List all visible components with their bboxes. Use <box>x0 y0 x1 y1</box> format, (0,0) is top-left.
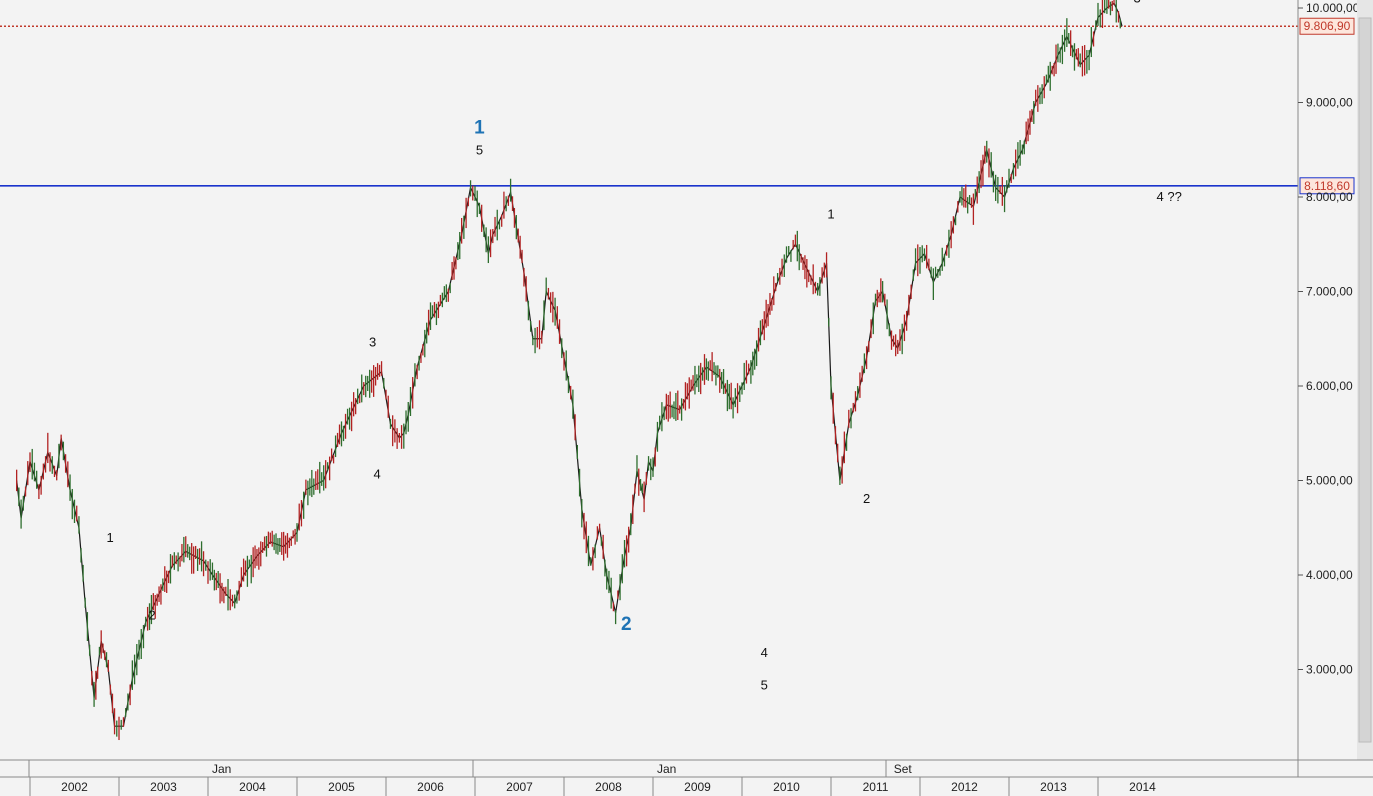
wave-label: 5 <box>476 142 483 157</box>
year-label: 2007 <box>506 780 533 794</box>
wave-label: 1 <box>827 207 834 222</box>
scrollbar-thumb[interactable] <box>1358 17 1372 743</box>
level-price-box <box>1299 17 1355 35</box>
year-label: 2011 <box>863 780 889 794</box>
year-label: 2003 <box>150 780 177 794</box>
time-axis <box>0 760 1373 796</box>
major-wave-label: 2 <box>621 614 632 635</box>
y-tick-label: 10.000,00 <box>1306 1 1360 15</box>
month-marker-label: Jan <box>212 762 231 776</box>
year-label: 2005 <box>328 780 355 794</box>
y-tick-label: 4.000,00 <box>1306 568 1353 582</box>
y-tick-label: 3.000,00 <box>1306 663 1353 677</box>
level-price-box <box>1299 177 1355 195</box>
wave-label: 4 <box>373 467 380 482</box>
month-marker-label: Set <box>894 762 913 776</box>
year-label: 2008 <box>595 780 622 794</box>
month-marker-label: Jan <box>657 762 676 776</box>
wave-label: 3 <box>369 334 376 349</box>
year-label: 2012 <box>951 780 978 794</box>
wave-label: 2 <box>148 607 155 622</box>
year-label: 2010 <box>773 780 800 794</box>
year-label: 2013 <box>1040 780 1067 794</box>
year-label: 2009 <box>684 780 711 794</box>
wave-label: 4 ?? <box>1157 189 1182 204</box>
y-tick-label: 5.000,00 <box>1306 474 1353 488</box>
year-label: 2002 <box>61 780 88 794</box>
wave-label: 2 <box>863 491 870 506</box>
level-price-label: 9.806,90 <box>1304 19 1351 33</box>
wave-label: 1 <box>106 530 113 545</box>
y-tick-label: 9.000,00 <box>1306 96 1353 110</box>
y-tick-label: 6.000,00 <box>1306 379 1353 393</box>
year-label: 2006 <box>417 780 444 794</box>
level-price-label: 8.118,60 <box>1304 179 1350 193</box>
major-wave-label: 1 <box>474 118 485 139</box>
y-tick-label: 8.000,00 <box>1306 190 1353 204</box>
year-label: 2014 <box>1129 780 1156 794</box>
wave-label: 4 <box>761 645 768 660</box>
wave-label: 3 <box>1134 0 1141 5</box>
wave-label: 5 <box>761 677 768 692</box>
year-label: 2004 <box>239 780 266 794</box>
y-tick-label: 7.000,00 <box>1306 285 1353 299</box>
